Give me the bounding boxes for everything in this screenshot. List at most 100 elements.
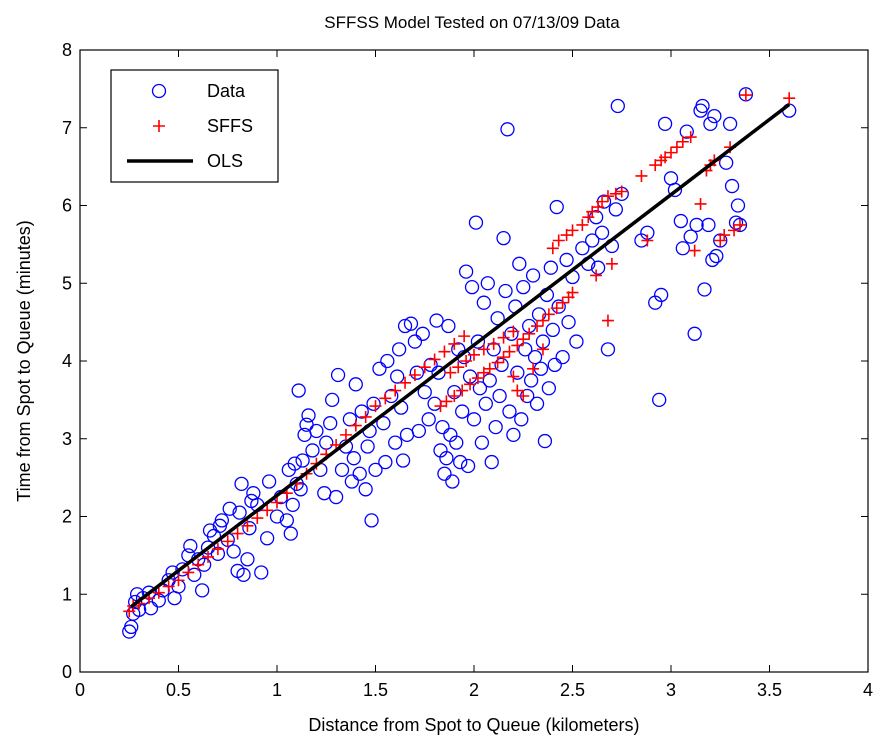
data-point bbox=[293, 482, 308, 497]
sffs-point bbox=[192, 558, 205, 571]
chart-title: SFFSS Model Tested on 07/13/09 Data bbox=[324, 13, 620, 32]
data-point bbox=[354, 404, 369, 419]
x-axis-label: Distance from Spot to Queue (kilometers) bbox=[308, 715, 639, 735]
sffs-point bbox=[448, 389, 461, 402]
data-point bbox=[527, 349, 543, 365]
data-point bbox=[435, 419, 450, 435]
x-tick-label: 0 bbox=[75, 680, 85, 700]
data-point bbox=[722, 116, 738, 132]
data-point bbox=[323, 416, 338, 431]
data-point bbox=[128, 594, 143, 610]
data-point bbox=[472, 381, 488, 396]
sffs-point bbox=[497, 351, 510, 364]
sffs-point bbox=[408, 368, 421, 381]
y-tick-label: 7 bbox=[62, 118, 72, 138]
data-point bbox=[687, 326, 702, 341]
legend-data-marker bbox=[151, 83, 167, 99]
y-tick-label: 5 bbox=[62, 273, 72, 293]
sffs-point bbox=[202, 550, 215, 563]
sffs-point bbox=[399, 376, 412, 389]
data-point bbox=[411, 423, 426, 439]
data-point bbox=[403, 316, 419, 331]
data-point bbox=[600, 342, 616, 357]
data-point bbox=[287, 456, 302, 471]
sffs-point bbox=[670, 141, 683, 154]
x-tick-label: 1.5 bbox=[363, 680, 388, 700]
data-point bbox=[474, 435, 490, 450]
data-point bbox=[330, 367, 346, 383]
data-point bbox=[445, 474, 460, 489]
sffs-point bbox=[503, 345, 516, 358]
sffs-point bbox=[566, 224, 579, 237]
data-point bbox=[437, 466, 452, 481]
data-point bbox=[466, 412, 482, 427]
sffs-point bbox=[688, 244, 701, 257]
sffs-point bbox=[694, 197, 707, 210]
y-tick-label: 3 bbox=[62, 429, 72, 449]
sffs-point bbox=[464, 378, 477, 391]
sffs-point bbox=[536, 343, 549, 356]
data-point bbox=[541, 381, 557, 396]
sffs-point bbox=[458, 330, 471, 343]
sffs-point bbox=[152, 586, 165, 599]
sffs-point bbox=[783, 92, 796, 105]
data-point bbox=[657, 116, 673, 132]
data-point bbox=[368, 462, 383, 478]
data-point bbox=[407, 334, 423, 349]
data-point bbox=[470, 334, 486, 349]
data-point bbox=[496, 231, 511, 246]
sffs-point bbox=[471, 372, 484, 385]
sffs-point bbox=[182, 566, 195, 579]
y-tick-label: 6 bbox=[62, 196, 72, 216]
y-tick-label: 8 bbox=[62, 40, 72, 60]
sffs-point bbox=[460, 355, 473, 367]
data-point bbox=[594, 225, 610, 240]
data-point bbox=[376, 416, 391, 431]
legend-box bbox=[110, 69, 279, 183]
legend: Data SFFS OLS bbox=[110, 69, 279, 183]
data-point bbox=[261, 474, 277, 489]
y-tick-label: 4 bbox=[62, 351, 72, 371]
data-point bbox=[478, 396, 493, 411]
sffs-point bbox=[379, 392, 392, 405]
data-point bbox=[695, 98, 710, 114]
data-point bbox=[673, 213, 688, 229]
data-point bbox=[689, 217, 704, 233]
sffs-point bbox=[523, 327, 536, 340]
data-point bbox=[545, 322, 560, 338]
sffs-point bbox=[251, 512, 264, 525]
x-tick-label: 1 bbox=[272, 680, 282, 700]
data-point bbox=[226, 544, 241, 559]
data-point bbox=[352, 466, 367, 481]
data-point bbox=[429, 313, 444, 328]
sffs-point bbox=[221, 535, 234, 548]
axis-ticks: 0 0.5 1 1.5 2 2.5 3 3.5 4 0 1 2 3 4 5 6 7 8 bbox=[62, 40, 873, 700]
data-point bbox=[585, 233, 600, 248]
sffs-point bbox=[733, 218, 746, 231]
data-point bbox=[551, 299, 566, 314]
data-point bbox=[476, 295, 492, 310]
sffs-point bbox=[456, 384, 469, 397]
data-point bbox=[285, 497, 300, 512]
data-point bbox=[730, 198, 746, 213]
legend-sffs-marker bbox=[153, 120, 165, 132]
data-point bbox=[283, 526, 298, 541]
data-point bbox=[707, 108, 722, 124]
data-point bbox=[143, 601, 159, 616]
sffs-point bbox=[546, 242, 559, 255]
data-point bbox=[683, 229, 698, 244]
legend-label: SFFS bbox=[207, 116, 253, 136]
sffs-point bbox=[718, 229, 731, 242]
data-point bbox=[372, 361, 387, 376]
sffs-point bbox=[241, 519, 254, 532]
x-tick-label: 2.5 bbox=[560, 680, 585, 700]
sffs-point bbox=[531, 320, 544, 333]
sffs-point bbox=[728, 224, 741, 237]
data-point bbox=[610, 98, 625, 114]
data-point bbox=[441, 318, 456, 334]
data-point bbox=[388, 435, 403, 450]
data-point bbox=[502, 404, 517, 419]
sffs-point bbox=[552, 234, 565, 247]
data-point bbox=[529, 396, 545, 411]
